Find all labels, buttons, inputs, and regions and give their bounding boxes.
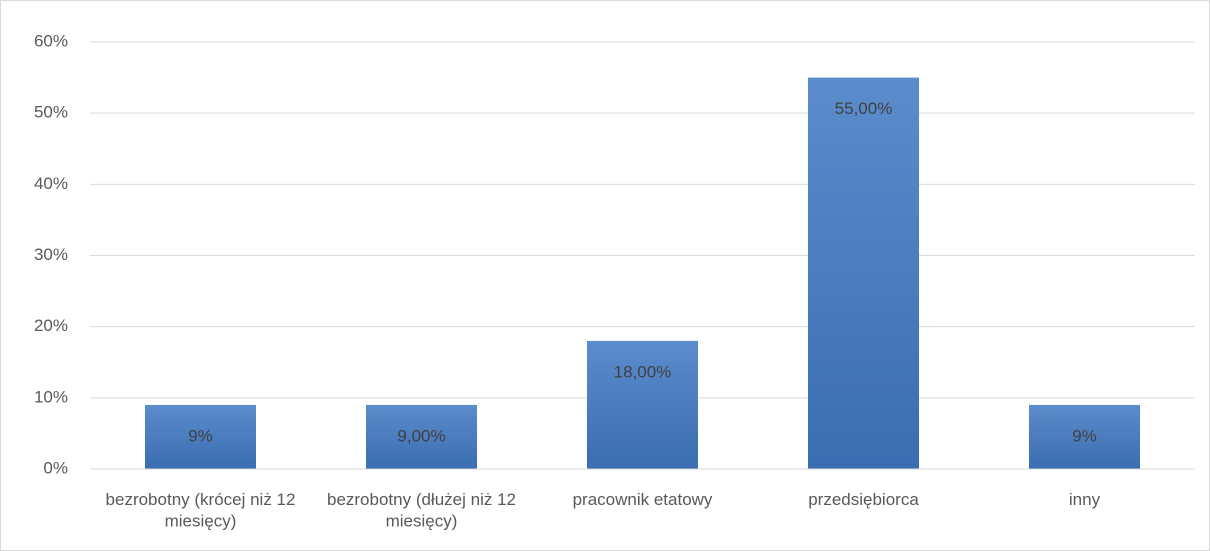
data-label: 9% bbox=[1072, 426, 1097, 445]
data-label: 18,00% bbox=[614, 362, 672, 381]
y-tick-label: 60% bbox=[34, 31, 68, 50]
bar bbox=[587, 340, 698, 469]
bar bbox=[808, 77, 919, 469]
data-label: 9% bbox=[188, 426, 213, 445]
x-tick-label: bezrobotny (dłużej niż 12 miesięcy) bbox=[327, 490, 516, 530]
x-tick-label: przedsiębiorca bbox=[808, 490, 919, 509]
y-tick-label: 40% bbox=[34, 174, 68, 193]
bar bbox=[1029, 404, 1140, 469]
x-tick-label: pracownik etatowy bbox=[573, 490, 713, 509]
y-tick-label: 50% bbox=[34, 103, 68, 122]
y-tick-label: 20% bbox=[34, 316, 68, 335]
x-tick-label: bezrobotny (krócej niż 12 miesięcy) bbox=[106, 490, 296, 530]
data-label: 9,00% bbox=[397, 426, 445, 445]
bar bbox=[145, 404, 256, 469]
y-tick-label: 30% bbox=[34, 245, 68, 264]
x-tick-label: inny bbox=[1069, 490, 1101, 509]
bar bbox=[366, 404, 477, 469]
y-tick-label: 0% bbox=[43, 458, 68, 477]
data-label: 55,00% bbox=[835, 99, 893, 118]
y-tick-label: 10% bbox=[34, 387, 68, 406]
